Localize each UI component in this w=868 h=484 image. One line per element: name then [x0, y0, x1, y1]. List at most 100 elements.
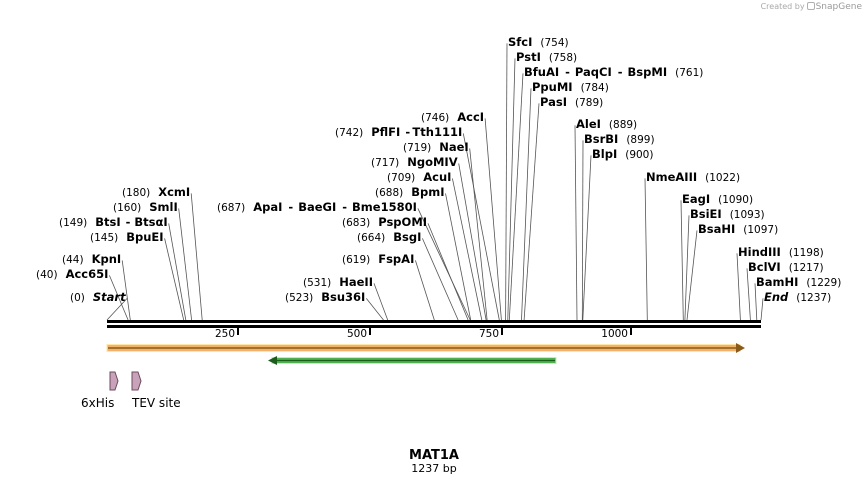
site-bsu36i[interactable]: (523) Bsu36I [285, 290, 365, 304]
site-name: ApaI [253, 200, 282, 214]
site-psti[interactable]: PstI (758) [516, 50, 577, 64]
site-bamhi[interactable]: BamHI (1229) [756, 275, 841, 289]
site-xcmi[interactable]: (180) XcmI [122, 185, 190, 199]
site-name: SmlI [149, 200, 178, 214]
site-name: BsaHI [698, 222, 735, 236]
site-name: BtsαI [134, 215, 167, 229]
map-title: MAT1A [409, 448, 459, 463]
orf-arrow[interactable] [106, 343, 745, 353]
site-bpmi[interactable]: (688) BpmI [375, 185, 445, 199]
site-bclvi[interactable]: BclVI (1217) [748, 260, 824, 274]
site-name: KpnI [92, 252, 122, 266]
tev-site-feature-icon[interactable] [131, 371, 142, 391]
site-name: PstI [516, 50, 541, 64]
site-btsi[interactable]: (149) BtsI - BtsαI [59, 215, 168, 229]
site-connector-line [417, 208, 471, 321]
site-connector-line [445, 193, 472, 321]
site-position: (900) [625, 149, 653, 161]
site-name: BamHI [756, 275, 798, 289]
site-position: (889) [609, 119, 637, 131]
feature-label-tev-site[interactable]: TEV site [131, 396, 181, 410]
site-connector-line [574, 125, 578, 321]
site-ngomiv[interactable]: (717) NgoMIV [371, 155, 458, 169]
site-start[interactable]: (0) Start [70, 290, 126, 304]
site-bsgi[interactable]: (664) BsgI [357, 230, 421, 244]
site-pflfi[interactable]: (742) PflFI - Tth111I [335, 125, 462, 139]
site-position: (40) [36, 269, 58, 281]
site-connector-line [106, 298, 128, 321]
site-connector-line [422, 238, 459, 321]
site-psp-omi[interactable]: (683) PspOMI [342, 215, 427, 229]
site-bpuei[interactable]: (145) BpuEI [90, 230, 164, 244]
site-connector-line [760, 298, 764, 321]
site-position: (758) [549, 52, 577, 64]
site-connector-line [178, 208, 192, 321]
site-name: End [764, 290, 789, 304]
site-eagi[interactable]: EagI (1090) [682, 192, 753, 206]
site-connector-line [469, 148, 488, 321]
site-name: AcuI [423, 170, 451, 184]
site-nmeaiii[interactable]: NmeAIII (1022) [646, 170, 740, 184]
credit-text: Created by [760, 2, 805, 11]
site-pasi[interactable]: PasI (789) [540, 95, 603, 109]
site-position: (719) [403, 142, 431, 154]
site-sfci[interactable]: SfcI (754) [508, 35, 569, 49]
site-position: (746) [421, 112, 449, 124]
backbone-top-strand [107, 320, 761, 323]
backbone-bottom-strand [107, 325, 761, 328]
site-blpi[interactable]: BlpI (900) [592, 147, 653, 161]
site-connector-line [484, 118, 502, 321]
site-connector-line [684, 215, 690, 321]
site-bsahi[interactable]: BsaHI (1097) [698, 222, 778, 236]
site-bfuai[interactable]: BfuAI - PaqCI - BspMI (761) [524, 65, 703, 79]
site-apai[interactable]: (687) ApaI - BaeGI - Bme1580I [217, 200, 417, 214]
site-haeii[interactable]: (531) HaeII [303, 275, 373, 289]
site-position: (44) [62, 254, 84, 266]
site-bsrbi[interactable]: BsrBI (899) [584, 132, 655, 146]
site-acci[interactable]: (746) AccI [421, 110, 484, 124]
site-smli[interactable]: (160) SmlI [113, 200, 178, 214]
site-separator: - [618, 65, 623, 79]
site-naei[interactable]: (719) NaeI [403, 140, 469, 154]
snapgene-credit: Created by SnapGene [761, 2, 862, 12]
site-name: BaeGI [298, 200, 336, 214]
site-position: (784) [581, 82, 609, 94]
site-kpni[interactable]: (44) KpnI [62, 252, 121, 266]
site-hindiii[interactable]: HindIII (1198) [738, 245, 824, 259]
site-name: BpmI [411, 185, 444, 199]
site-connector-line [644, 178, 648, 321]
site-connector-line [452, 178, 483, 321]
site-position: (1217) [789, 262, 824, 274]
site-acc65i[interactable]: (40) Acc65I [36, 267, 108, 281]
site-fspai[interactable]: (619) FspAI [342, 252, 414, 266]
orf-arrowhead-icon [736, 343, 745, 353]
site-position: (1090) [718, 194, 753, 206]
site-position: (717) [371, 157, 399, 169]
site-separator: - [565, 65, 570, 79]
site-end[interactable]: End (1237) [764, 290, 831, 304]
site-position: (761) [675, 67, 703, 79]
site-position: (1097) [743, 224, 778, 236]
site-name: PspOMI [378, 215, 427, 229]
site-separator: - [288, 200, 293, 214]
site-name: BspMI [628, 65, 668, 79]
site-name: FspAI [378, 252, 414, 266]
site-name: BpuEI [126, 230, 163, 244]
site-name: BfuAI [524, 65, 559, 79]
tick-group: 250 500 750 1000 [215, 328, 632, 340]
site-name: BsgI [393, 230, 421, 244]
site-name: NaeI [439, 140, 468, 154]
site-ppumi[interactable]: PpuMI (784) [532, 80, 609, 94]
site-position: (742) [335, 127, 363, 139]
feature-label-6xhis[interactable]: 6xHis [81, 396, 114, 410]
his-tag-feature-icon[interactable] [109, 371, 119, 391]
site-name: HindIII [738, 245, 781, 259]
site-bsiei[interactable]: BsiEI (1093) [690, 207, 765, 221]
green-reverse-arrow[interactable] [268, 356, 557, 365]
site-acui[interactable]: (709) AcuI [387, 170, 451, 184]
site-connector-line [109, 275, 129, 321]
site-alei[interactable]: AleI (889) [576, 117, 637, 131]
site-name: BclVI [748, 260, 781, 274]
site-name: XcmI [158, 185, 190, 199]
site-name: NmeAIII [646, 170, 697, 184]
